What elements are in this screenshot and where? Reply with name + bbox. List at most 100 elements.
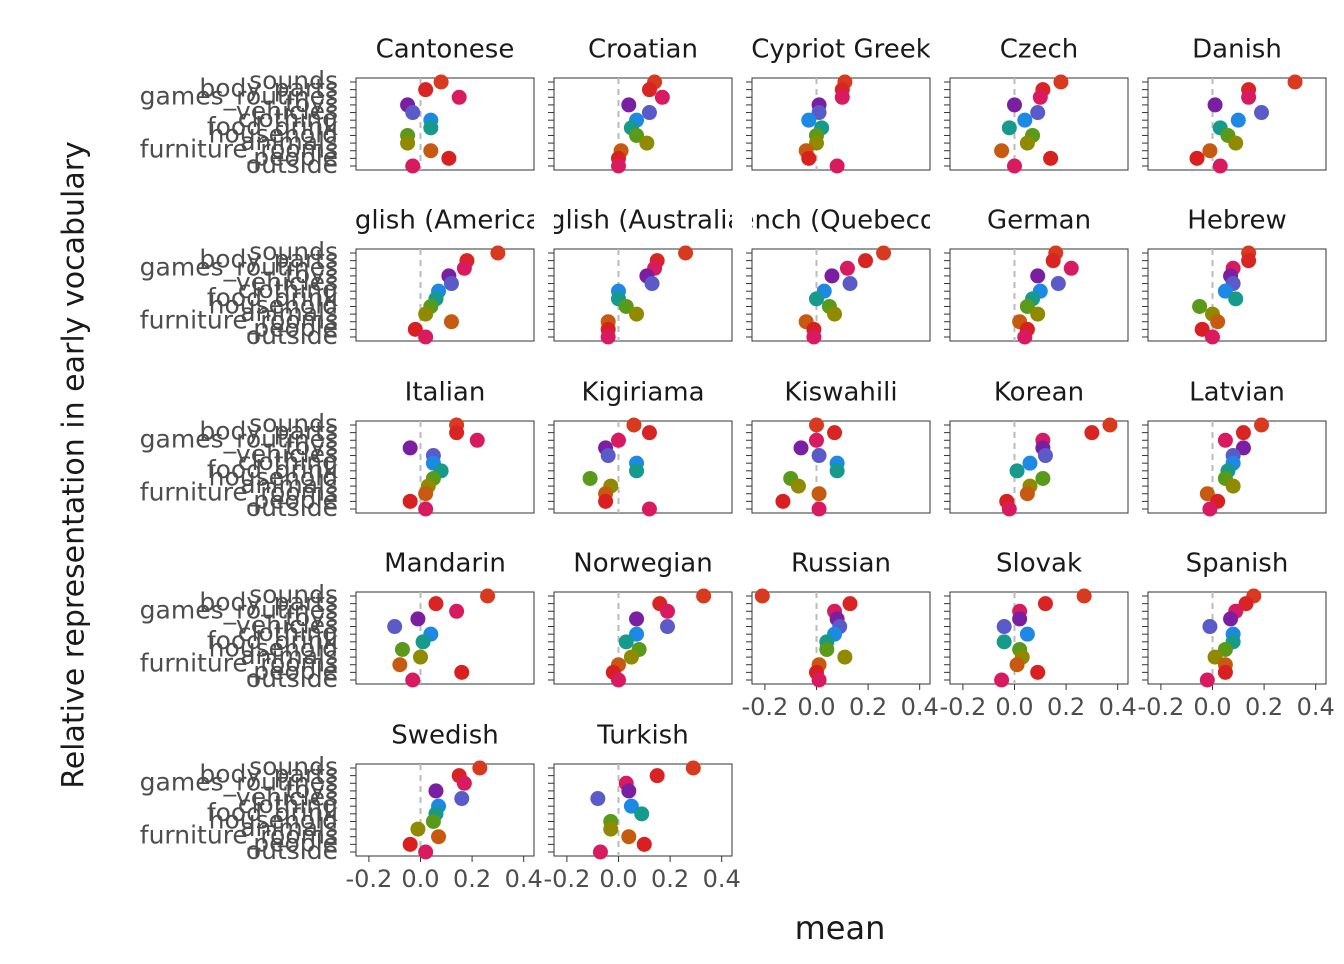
y-tick-label: animals xyxy=(240,127,338,156)
dot xyxy=(641,425,657,441)
dot xyxy=(1241,89,1257,105)
y-tick-label: household xyxy=(209,633,338,662)
panel-title: Swedish xyxy=(391,721,499,751)
dot xyxy=(1254,105,1270,121)
dot xyxy=(1001,501,1017,517)
dot xyxy=(1235,440,1251,456)
y-tick-label: animals xyxy=(240,813,338,842)
panel-title: Spanish xyxy=(1186,549,1289,579)
dot xyxy=(1019,486,1035,502)
dot xyxy=(418,329,434,345)
dot xyxy=(1006,158,1022,174)
dot xyxy=(641,82,657,98)
dot xyxy=(1212,158,1228,174)
panel-strip: Turkish xyxy=(596,721,688,751)
panel-title: Russian xyxy=(791,549,891,579)
y-tick-label: clothing xyxy=(238,275,338,304)
dot xyxy=(808,291,824,307)
dot xyxy=(629,463,645,479)
dot xyxy=(1235,425,1251,441)
dot xyxy=(1035,470,1051,486)
dot xyxy=(405,105,421,121)
panel-border xyxy=(1147,591,1327,685)
y-tick-label: animals xyxy=(240,470,338,499)
dot xyxy=(1017,112,1033,128)
y-tick-label: household xyxy=(209,805,338,834)
panel-border xyxy=(1147,77,1327,171)
panel-strip: Swedish xyxy=(391,721,499,751)
y-tick-label: furniture_rooms xyxy=(140,478,338,507)
dot xyxy=(1030,664,1046,680)
panel-title: Korean xyxy=(994,378,1084,408)
panel-strip: Hebrew xyxy=(1187,206,1286,236)
panel-border xyxy=(949,77,1129,171)
dot xyxy=(811,672,827,688)
panel-border xyxy=(1147,248,1327,342)
panel-border xyxy=(355,591,535,685)
dot xyxy=(490,245,506,261)
dot xyxy=(400,135,416,151)
dot xyxy=(402,440,418,456)
dot xyxy=(402,493,418,509)
panel-strip: French (Quebecois) xyxy=(752,206,930,236)
dot xyxy=(418,486,434,502)
y-tick-label: outside xyxy=(246,664,338,693)
y-tick-label: food_drink xyxy=(207,798,339,827)
dot xyxy=(1012,611,1028,627)
y-tick-label: people xyxy=(253,142,338,171)
panel-title: Turkish xyxy=(596,721,688,751)
panel-border xyxy=(751,420,931,514)
x-tick-label: -0.2 xyxy=(345,865,392,893)
dot xyxy=(456,775,472,791)
dot xyxy=(629,306,645,322)
dot xyxy=(660,619,676,635)
dot xyxy=(834,89,850,105)
dot xyxy=(454,791,470,807)
y-tick-label: people xyxy=(253,656,338,685)
dot xyxy=(1238,596,1254,612)
y-tick-label: animals xyxy=(240,298,338,327)
dot xyxy=(839,260,855,276)
dot xyxy=(754,588,770,604)
dot xyxy=(1084,425,1100,441)
panel-strip: Czech xyxy=(1000,35,1079,65)
y-tick-label: food_drink xyxy=(207,626,339,655)
dot xyxy=(1019,626,1035,642)
dot xyxy=(842,596,858,612)
y-tick-label: vehicles xyxy=(236,611,338,640)
panel-title: German xyxy=(987,206,1091,236)
panel-title: Norwegian xyxy=(573,549,712,579)
panel-border xyxy=(355,248,535,342)
y-tick-label: clothing xyxy=(238,447,338,476)
dot xyxy=(629,626,645,642)
dot xyxy=(415,634,431,650)
y-tick-label: outside xyxy=(246,493,338,522)
dot xyxy=(1210,314,1226,330)
y-tick-label: clothing xyxy=(238,790,338,819)
dot xyxy=(1254,417,1270,433)
y-tick-label: toys xyxy=(285,775,338,804)
y-tick-label: games_routines xyxy=(140,595,338,624)
dot xyxy=(649,768,665,784)
panel-strip: Russian xyxy=(791,549,891,579)
y-tick-label: body_parts xyxy=(199,588,338,617)
dot xyxy=(402,836,418,852)
dot xyxy=(600,448,616,464)
dot xyxy=(410,821,426,837)
dot xyxy=(829,463,845,479)
panel-border xyxy=(751,248,931,342)
x-tick-label: 0.0 xyxy=(599,865,637,893)
x-tick-label: -0.2 xyxy=(1137,693,1184,721)
dot xyxy=(685,760,701,776)
dot xyxy=(801,150,817,166)
y-tick-label: body_parts xyxy=(199,760,338,789)
dot xyxy=(876,245,892,261)
panel-strip: Kiswahili xyxy=(784,378,897,408)
panel-strip: Slovak xyxy=(996,549,1082,579)
panel-border xyxy=(1147,420,1327,514)
dot xyxy=(1204,329,1220,345)
dot xyxy=(808,417,824,433)
panel-title: English (American) xyxy=(322,206,568,236)
dot xyxy=(443,276,459,292)
dot xyxy=(600,329,616,345)
